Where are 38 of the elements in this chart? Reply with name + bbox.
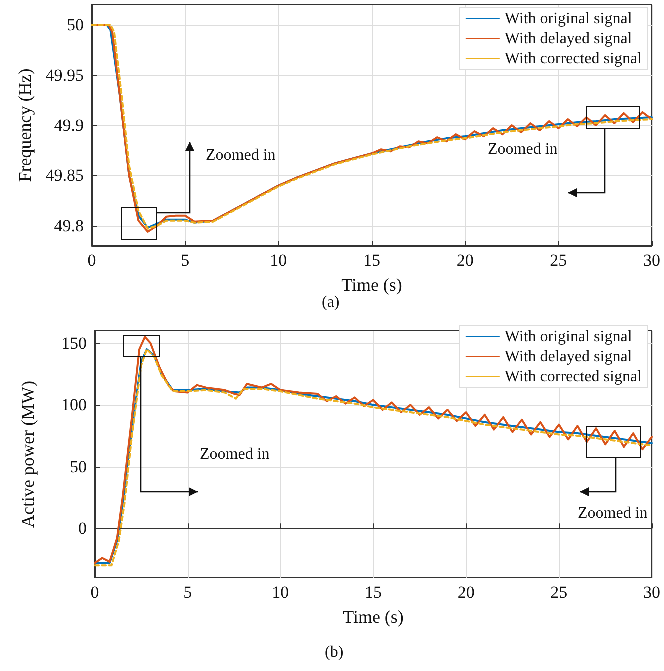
x-tick-label: 5 bbox=[181, 251, 190, 270]
x-tick-label: 0 bbox=[90, 583, 100, 602]
x-tick-label: 25 bbox=[550, 583, 568, 602]
text: (a) bbox=[322, 294, 340, 312]
annotation: Zoomed in bbox=[488, 141, 558, 159]
y-tick-label: 49.85 bbox=[46, 166, 84, 186]
x-tick-label: 30 bbox=[644, 583, 660, 602]
y-tick-label: 49.8 bbox=[54, 216, 84, 236]
legend-label: With delayed signal bbox=[504, 348, 633, 366]
x-axis-title: Time (s) bbox=[342, 275, 402, 295]
y-tick-label: 100 bbox=[62, 396, 87, 415]
x-tick-label: 15 bbox=[364, 251, 380, 270]
y-tick-label: 50 bbox=[67, 16, 84, 35]
y-tick-label: 49.9 bbox=[54, 116, 84, 135]
y-tick-label: 49.95 bbox=[46, 66, 84, 85]
x-tick-label: 10 bbox=[270, 251, 288, 270]
y-tick-label: 50 bbox=[70, 457, 87, 476]
legend-label: With original signal bbox=[504, 10, 633, 28]
annotation: Zoomed in bbox=[578, 505, 648, 523]
y-tick-label: 0 bbox=[78, 519, 87, 538]
text: (b) bbox=[325, 644, 344, 662]
x-tick-label: 30 bbox=[644, 251, 660, 270]
legend-label: With corrected signal bbox=[504, 50, 643, 68]
y-axis-title: Frequency (Hz) bbox=[15, 68, 35, 182]
annotation: Zoomed in bbox=[200, 446, 270, 464]
x-tick-label: 15 bbox=[365, 583, 382, 602]
x-axis-title: Time (s) bbox=[343, 607, 404, 627]
legend-label: With delayed signal bbox=[504, 30, 633, 48]
x-tick-label: 10 bbox=[272, 583, 290, 602]
x-tick-label: 5 bbox=[184, 583, 192, 602]
annotation: Zoomed in bbox=[206, 147, 276, 165]
x-tick-label: 20 bbox=[456, 251, 474, 270]
legend-label: With original signal bbox=[504, 328, 633, 346]
x-tick-label: 20 bbox=[458, 583, 475, 602]
x-tick-label: 25 bbox=[550, 251, 568, 270]
legend-label: With corrected signal bbox=[504, 368, 643, 386]
y-axis-title: Active power (MW) bbox=[18, 381, 38, 528]
y-tick-label: 150 bbox=[62, 334, 87, 353]
